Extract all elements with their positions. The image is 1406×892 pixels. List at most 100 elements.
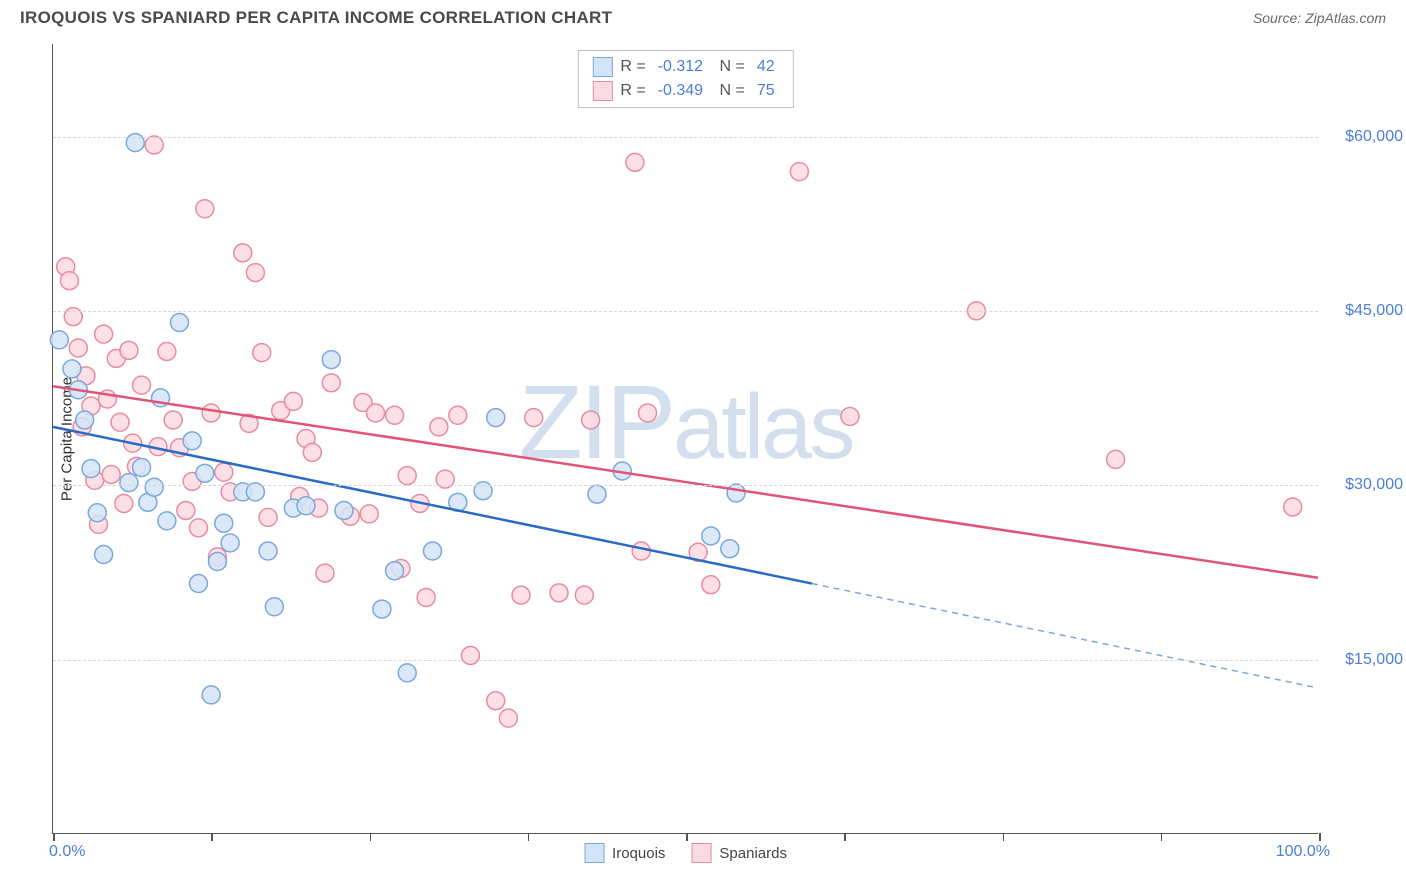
data-point — [111, 413, 129, 431]
gridline — [53, 485, 1318, 486]
data-point — [702, 576, 720, 594]
data-point — [208, 553, 226, 571]
data-point — [512, 586, 530, 604]
stat-row-spaniards: R = -0.349 N =75 — [592, 79, 778, 103]
data-point — [487, 409, 505, 427]
data-point — [82, 460, 100, 478]
data-point — [588, 485, 606, 503]
n-value-iroquois: 42 — [757, 55, 775, 79]
legend-item-iroquois: Iroquois — [584, 843, 665, 863]
data-point — [322, 374, 340, 392]
data-point — [221, 534, 239, 552]
data-point — [474, 482, 492, 500]
data-point — [626, 153, 644, 171]
data-point — [60, 272, 78, 290]
data-point — [120, 341, 138, 359]
data-point — [63, 360, 81, 378]
data-point — [430, 418, 448, 436]
data-point — [487, 692, 505, 710]
gridline — [53, 311, 1318, 312]
stat-row-iroquois: R = -0.312 N =42 — [592, 55, 778, 79]
r-value-iroquois: -0.312 — [658, 55, 703, 79]
data-point — [417, 588, 435, 606]
data-point — [133, 376, 151, 394]
x-tick — [844, 833, 846, 841]
x-tick — [528, 833, 530, 841]
data-point — [727, 484, 745, 502]
plot-area: Per Capita Income ZIPatlas R = -0.312 N … — [52, 44, 1318, 834]
data-point — [189, 575, 207, 593]
data-point — [164, 411, 182, 429]
n-value-spaniards: 75 — [757, 79, 775, 103]
data-point — [196, 464, 214, 482]
data-point — [69, 339, 87, 357]
data-point — [158, 342, 176, 360]
data-point — [322, 351, 340, 369]
data-point — [841, 407, 859, 425]
x-tick — [1319, 833, 1321, 841]
data-point — [550, 584, 568, 602]
data-point — [259, 508, 277, 526]
data-point — [360, 505, 378, 523]
data-point — [115, 494, 133, 512]
trend-line — [53, 386, 1318, 577]
data-point — [95, 325, 113, 343]
data-point — [145, 478, 163, 496]
data-point — [120, 474, 138, 492]
data-point — [202, 404, 220, 422]
data-point — [398, 664, 416, 682]
data-point — [102, 465, 120, 483]
y-tick-label: $15,000 — [1345, 651, 1403, 669]
data-point — [215, 463, 233, 481]
data-point — [386, 562, 404, 580]
data-point — [398, 467, 416, 485]
gridline — [53, 660, 1318, 661]
chart-title: IROQUOIS VS SPANIARD PER CAPITA INCOME C… — [20, 8, 612, 28]
data-point — [196, 200, 214, 218]
bottom-legend: Iroquois Spaniards — [584, 843, 787, 863]
data-point — [386, 406, 404, 424]
data-point — [76, 411, 94, 429]
data-point — [525, 409, 543, 427]
data-point — [1284, 498, 1302, 516]
y-tick-label: $30,000 — [1345, 476, 1403, 494]
x-tick — [370, 833, 372, 841]
x-axis-start-label: 0.0% — [49, 843, 85, 861]
data-point — [259, 542, 277, 560]
data-point — [183, 432, 201, 450]
data-point — [234, 244, 252, 262]
x-tick — [1161, 833, 1163, 841]
source-attribution: Source: ZipAtlas.com — [1253, 10, 1386, 26]
data-point — [303, 443, 321, 461]
data-point — [632, 542, 650, 560]
data-point — [50, 331, 68, 349]
data-point — [215, 514, 233, 532]
data-point — [171, 313, 189, 331]
data-point — [133, 459, 151, 477]
data-point — [189, 519, 207, 537]
y-tick-label: $45,000 — [1345, 302, 1403, 320]
data-point — [721, 540, 739, 558]
legend-swatch-iroquois — [584, 843, 604, 863]
data-point — [297, 497, 315, 515]
data-point — [639, 404, 657, 422]
data-point — [177, 501, 195, 519]
data-point — [253, 344, 271, 362]
data-point — [373, 600, 391, 618]
data-point — [246, 264, 264, 282]
x-axis-end-label: 100.0% — [1276, 843, 1330, 861]
swatch-spaniards — [592, 81, 612, 101]
data-point — [145, 136, 163, 154]
data-point — [202, 686, 220, 704]
data-point — [449, 406, 467, 424]
data-point — [499, 709, 517, 727]
x-tick — [1003, 833, 1005, 841]
data-point — [424, 542, 442, 560]
data-point — [575, 586, 593, 604]
x-tick — [53, 833, 55, 841]
data-point — [461, 646, 479, 664]
legend-item-spaniards: Spaniards — [691, 843, 787, 863]
trend-line — [812, 584, 1318, 688]
data-point — [702, 527, 720, 545]
legend-swatch-spaniards — [691, 843, 711, 863]
